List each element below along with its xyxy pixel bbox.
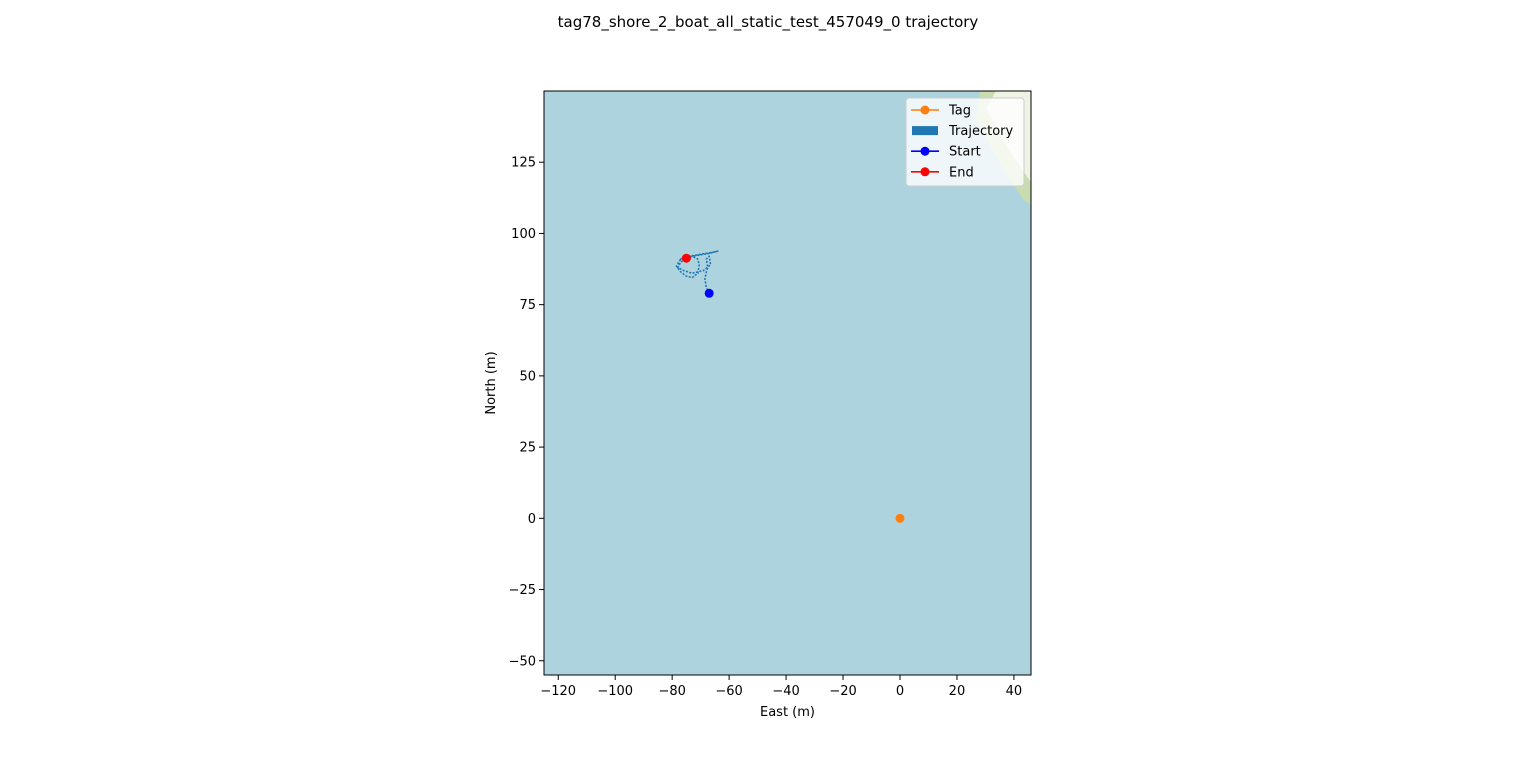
y-tick-label: 25 — [519, 441, 536, 456]
end-point — [681, 253, 691, 263]
x-axis-label: East (m) — [760, 705, 815, 720]
start-point — [704, 288, 714, 298]
x-tick-label: 20 — [949, 684, 966, 699]
chart-title: tag78_shore_2_boat_all_static_test_45704… — [558, 13, 979, 32]
y-tick-label: 75 — [519, 298, 536, 313]
legend-label-tag: Tag — [948, 104, 971, 119]
legend-marker-tag — [920, 105, 930, 115]
legend-swatch-trajectory — [912, 126, 938, 136]
legend-marker-start — [920, 146, 930, 156]
x-tick-label: −60 — [715, 684, 742, 699]
y-axis-label: North (m) — [484, 351, 499, 414]
legend-label-trajectory: Trajectory — [948, 124, 1013, 139]
trajectory-path — [675, 250, 719, 294]
y-tick-label: −25 — [509, 583, 536, 598]
y-tick-label: −50 — [509, 654, 536, 669]
y-tick-label: 0 — [528, 512, 536, 527]
x-tick-label: −100 — [597, 684, 633, 699]
y-tick-label: 100 — [511, 227, 536, 242]
y-tick-label: 50 — [519, 369, 536, 384]
tag-point — [895, 513, 905, 523]
x-axis-ticks: −120 −100 −80 −60 −40 −20 0 20 40 — [540, 675, 1022, 699]
x-tick-label: −20 — [829, 684, 856, 699]
x-tick-label: 40 — [1006, 684, 1023, 699]
x-tick-label: −40 — [772, 684, 799, 699]
x-tick-label: −120 — [540, 684, 576, 699]
legend-marker-end — [920, 167, 930, 177]
data-layer — [675, 250, 905, 523]
water-area — [544, 91, 1031, 675]
x-tick-label: −80 — [658, 684, 685, 699]
legend: Tag Trajectory Start End — [905, 97, 1025, 187]
axes: −120 −100 −80 −60 −40 −20 0 20 40 −50 −25 0 25 50 75 1… — [509, 156, 1023, 699]
legend-label-end: End — [949, 165, 974, 180]
plot-frame — [543, 90, 1032, 676]
y-axis-ticks: −50 −25 0 25 50 75 100 125 — [509, 156, 544, 669]
legend-label-start: Start — [949, 145, 981, 160]
y-tick-label: 125 — [511, 156, 536, 171]
legend-box — [905, 97, 1025, 187]
x-tick-label: 0 — [896, 684, 904, 699]
